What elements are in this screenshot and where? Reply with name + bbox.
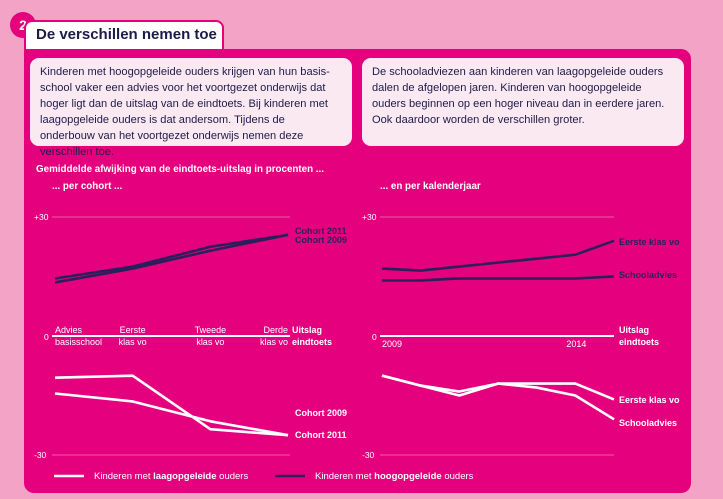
left-xtick-label: klas vo <box>196 337 224 347</box>
left-series-line <box>54 392 289 437</box>
right-xtick-label: 2014 <box>566 339 586 349</box>
chart-left-subtitle: ... per cohort ... <box>52 181 122 192</box>
right-ytick-label: 0 <box>372 332 377 342</box>
right-series-label: Eerste klas vo <box>619 395 680 405</box>
right-series-label: Eerste klas vo <box>619 237 680 247</box>
right-ytick-label: +30 <box>362 212 377 222</box>
left-xtick-label: Derde <box>263 325 288 335</box>
left-xtick-label: klas vo <box>119 337 147 347</box>
chart-title: Gemiddelde afwijking van de eindtoets-ui… <box>36 164 324 175</box>
left-series-label: Cohort 2009 <box>295 235 347 245</box>
left-xtick-label: Advies <box>55 325 83 335</box>
left-xtick-label: basisschool <box>55 337 102 347</box>
legend-high-label: Kinderen met hoogopgeleide ouders <box>315 471 474 482</box>
right-xtick-label: 2009 <box>382 339 402 349</box>
left-series-line <box>54 233 289 280</box>
left-baseline-label: Uitslag <box>292 325 322 335</box>
section-title: De verschillen nemen toe <box>24 20 224 49</box>
left-ytick-label: 0 <box>44 332 49 342</box>
left-baseline-label: eindtoets <box>292 337 332 347</box>
right-ytick-label: -30 <box>362 450 375 460</box>
left-series-label: Cohort 2011 <box>295 430 347 440</box>
left-series-label: Cohort 2011 <box>295 226 347 236</box>
right-series-line <box>382 275 615 282</box>
left-xtick-label: Tweede <box>195 325 227 335</box>
right-series-line <box>381 239 615 272</box>
left-xtick-label: klas vo <box>260 337 288 347</box>
left-ytick-label: +30 <box>34 212 49 222</box>
right-series-line <box>381 374 615 401</box>
left-series-label: Cohort 2009 <box>295 408 347 418</box>
left-series-line <box>54 374 289 437</box>
chart-right-subtitle: ... en per kalenderjaar <box>380 181 481 192</box>
left-series-line <box>54 233 289 284</box>
left-xtick-label: Eerste <box>120 325 146 335</box>
intro-text-right: De schooladviezen aan kinderen van laago… <box>362 58 684 146</box>
right-series-line <box>381 374 615 421</box>
right-baseline-label: eindtoets <box>619 337 659 347</box>
right-series-label: Schooladvies <box>619 270 677 280</box>
intro-text-left: Kinderen met hoogopgeleide ouders krijge… <box>30 58 352 158</box>
right-baseline-label: Uitslag <box>619 325 649 335</box>
left-ytick-label: -30 <box>34 450 47 460</box>
right-series-label: Schooladvies <box>619 418 677 428</box>
legend-low-label: Kinderen met laagopgeleide ouders <box>94 471 248 482</box>
